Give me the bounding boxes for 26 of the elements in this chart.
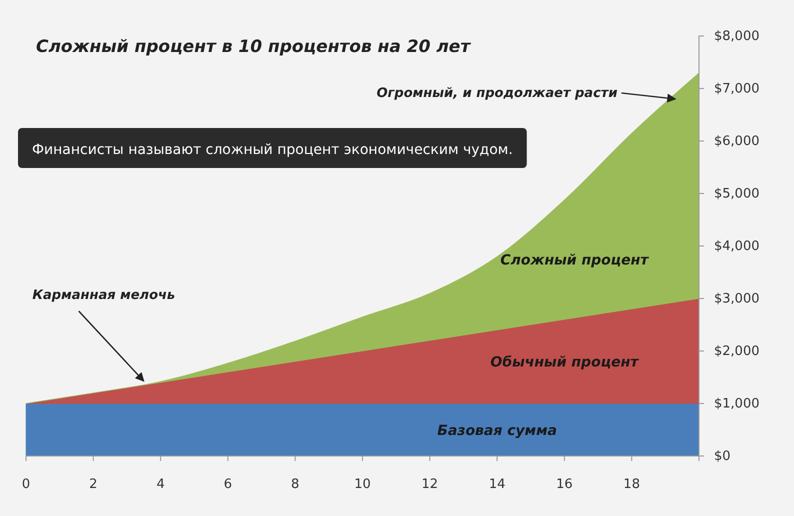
y-tick-label: $5,000	[714, 186, 760, 202]
series-label: Обычный процент	[490, 354, 640, 370]
x-tick-label: 16	[556, 477, 573, 492]
y-tick-label: $6,000	[714, 134, 760, 150]
y-tick-label: $3,000	[714, 292, 760, 307]
y-tick-label: $8,000	[714, 29, 760, 44]
x-tick-label: 14	[488, 477, 506, 492]
chart-title: Сложный процент в 10 процентов на 20 лет	[36, 37, 472, 57]
annotation: Финансисты называют сложный процент экономическим чудом.	[32, 142, 513, 158]
x-tick-label: 8	[291, 477, 300, 492]
x-tick-label: 2	[89, 477, 98, 492]
y-tick-label: $7,000	[714, 82, 760, 97]
x-tick-label: 10	[354, 477, 371, 492]
series-label: Сложный процент	[500, 252, 650, 269]
y-tick-label: $1,000	[714, 396, 760, 412]
x-tick-label: 18	[623, 477, 640, 492]
y-tick-label: $2,000	[714, 344, 760, 360]
x-tick-label: 0	[22, 477, 30, 492]
y-tick-label: $4,000	[714, 239, 760, 254]
series-label: Базовая сумма	[437, 422, 558, 439]
annotation: Огромный, и продолжает расти	[376, 86, 618, 101]
x-tick-label: 6	[224, 477, 232, 492]
y-tick-label: $0	[714, 449, 731, 464]
x-tick-label: 4	[156, 477, 165, 492]
x-tick-label: 12	[422, 477, 438, 492]
annotation: Карманная мелочь	[32, 288, 176, 304]
